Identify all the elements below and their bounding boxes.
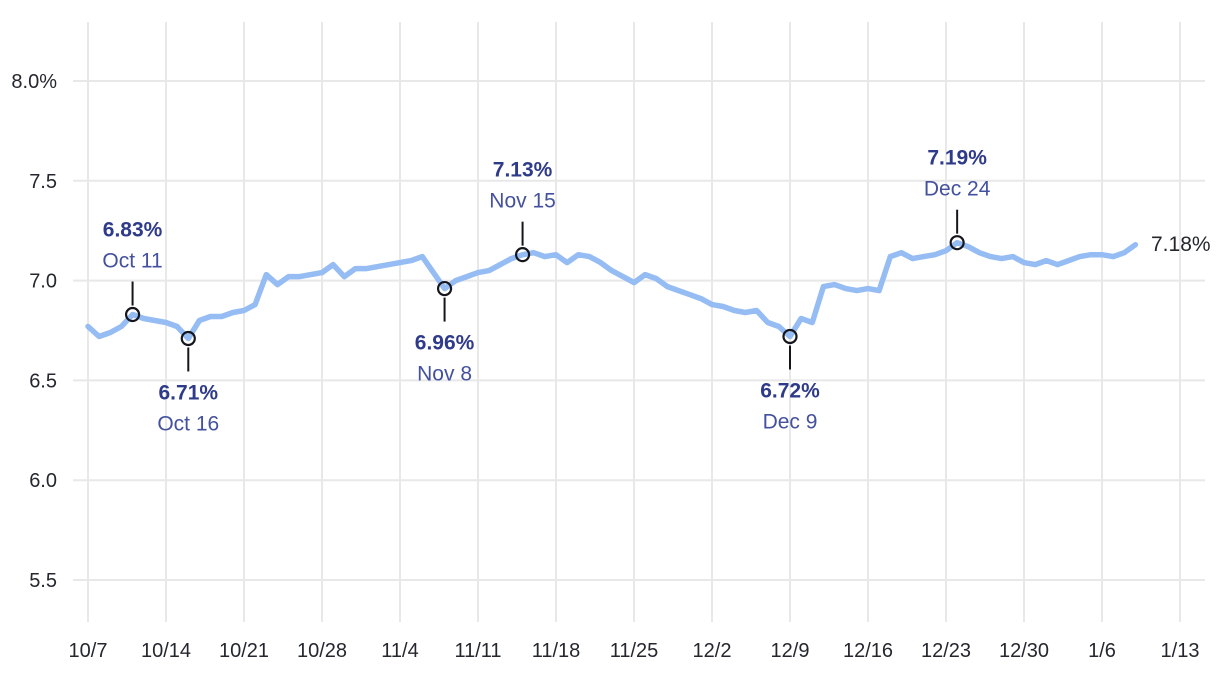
annotation-value: 6.83% [103,219,163,242]
current-rate-label: 7.18% [1151,233,1211,256]
annotation-value: 6.71% [159,381,219,404]
x-tick-label: 12/23 [921,640,971,662]
x-tick-label: 11/25 [610,640,659,662]
x-tick-label: 10/14 [141,640,191,662]
y-tick-label: 7.5 [29,171,57,193]
x-tick-label: 12/30 [999,640,1049,662]
x-tick-label: 12/2 [693,640,732,662]
x-tick-label: 11/4 [381,640,418,662]
x-tick-label: 12/9 [771,640,810,662]
annotation-marker[interactable] [782,328,798,345]
y-tick-label: 6.0 [29,470,57,492]
x-tick-label: 11/11 [454,640,501,662]
annotation-value: 6.72% [760,379,820,402]
annotation-date: Dec 9 [763,410,818,433]
x-tick-label: 11/18 [532,640,581,662]
annotation-date: Oct 16 [157,412,219,435]
x-tick-label: 1/6 [1088,640,1116,662]
annotation-value: 7.19% [927,147,987,170]
annotation-date: Oct 11 [102,250,162,273]
annotation-marker[interactable] [514,247,531,263]
x-tick-label: 10/7 [69,640,108,662]
y-tick-label: 5.5 [29,570,57,592]
annotation-date: Dec 24 [924,178,991,201]
annotation-date: Nov 15 [489,190,556,213]
x-tick-label: 12/16 [843,640,893,662]
x-tick-label: 10/28 [297,640,347,662]
annotation-marker[interactable] [949,235,965,251]
x-tick-label: 1/13 [1161,640,1200,662]
y-tick-label: 8.0% [11,71,57,93]
annotation-value: 7.13% [493,159,553,182]
annotation-value: 6.96% [415,332,475,355]
annotation-marker[interactable] [180,330,196,347]
y-tick-label: 6.5 [29,370,57,392]
annotation-date: Nov 8 [417,363,472,386]
annotation-marker[interactable] [436,280,453,297]
x-tick-label: 10/21 [219,640,269,662]
y-tick-label: 7.0 [29,271,57,293]
annotation-marker[interactable] [124,306,141,323]
rate-line-series[interactable] [85,239,1139,342]
